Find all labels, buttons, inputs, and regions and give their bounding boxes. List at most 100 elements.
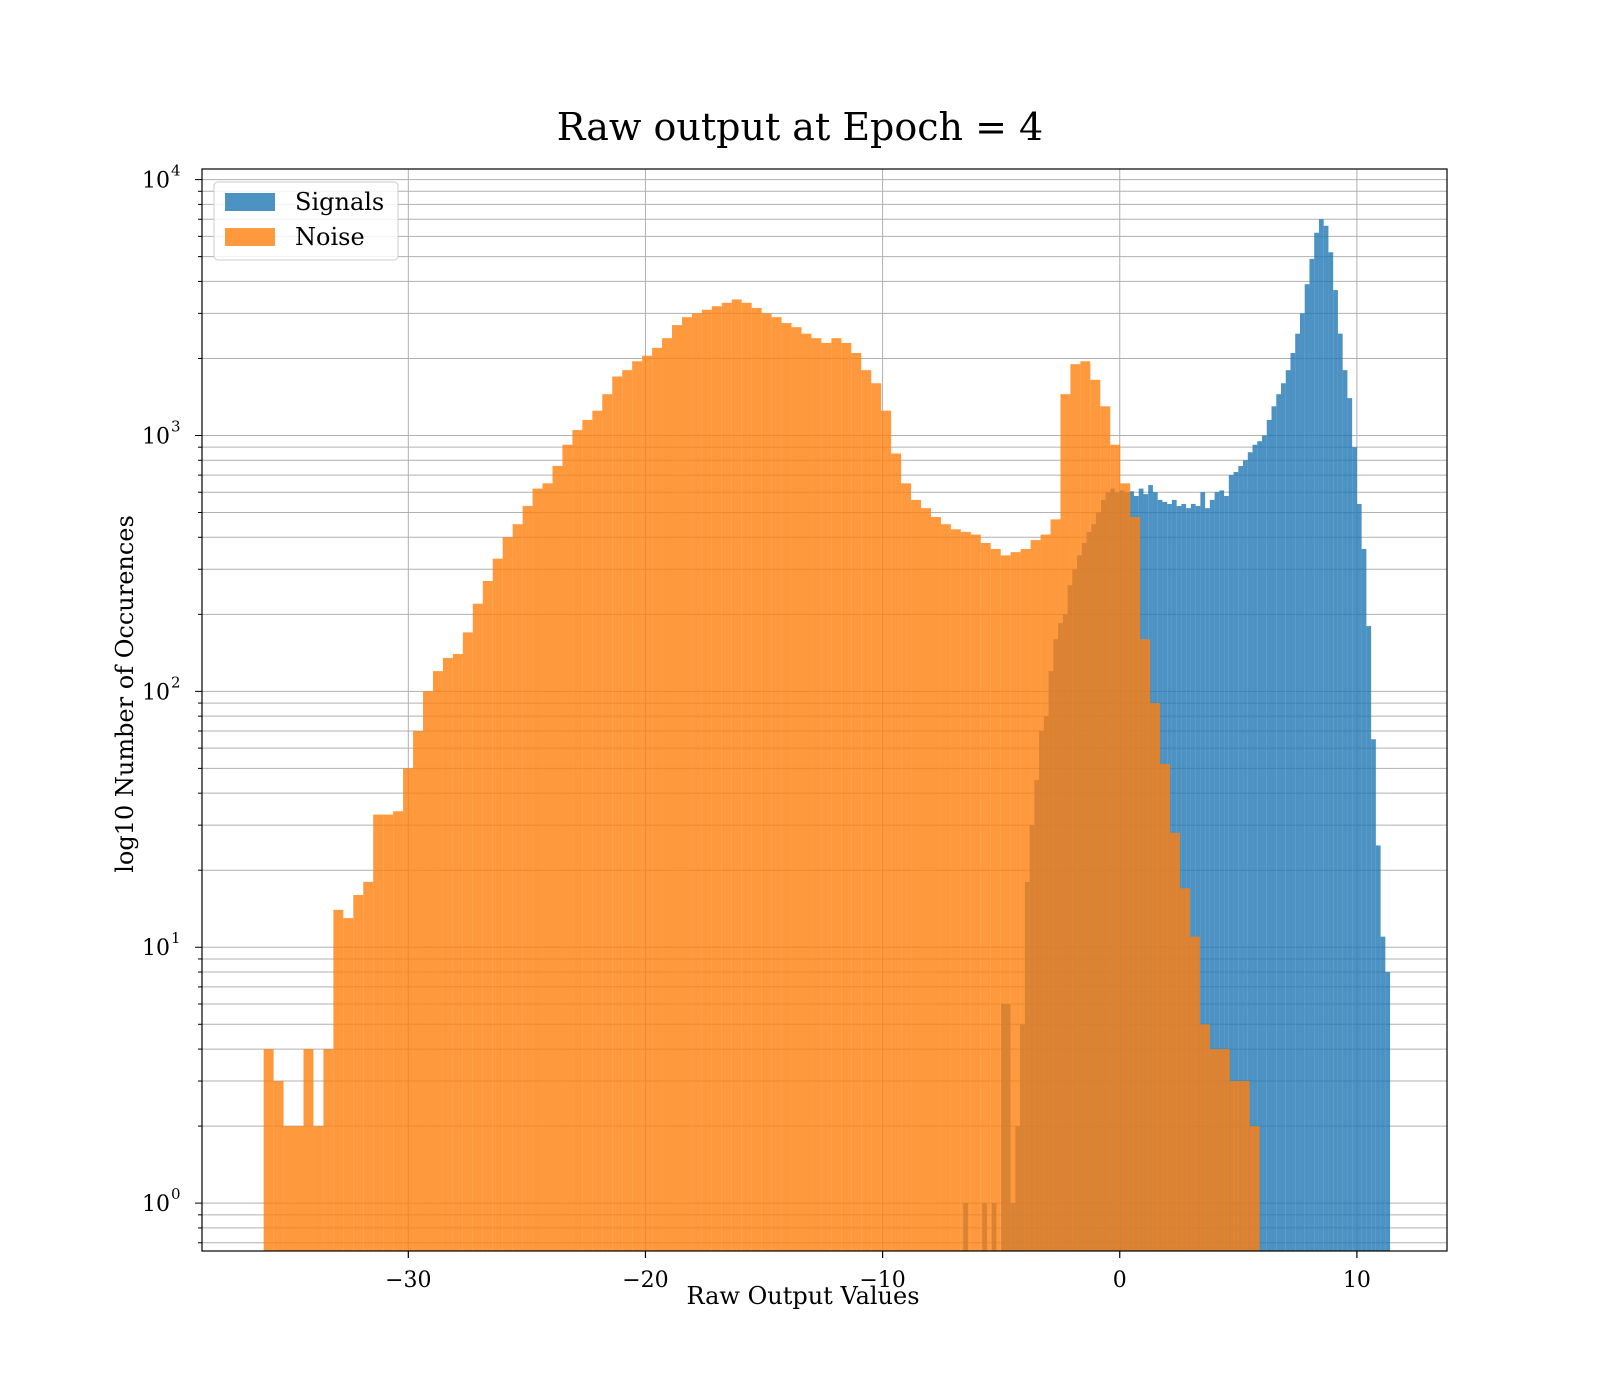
signals-bar (1380, 936, 1386, 1251)
noise-bar (1090, 379, 1101, 1251)
signals-bar (1371, 739, 1376, 1251)
x-tick-label: −20 (622, 1268, 668, 1293)
noise-bar (1219, 1049, 1230, 1251)
signals-bar (1285, 370, 1291, 1252)
noise-bar (761, 313, 772, 1251)
noise-bar (383, 814, 394, 1251)
noise-bar (1160, 764, 1171, 1251)
signals-bar (1186, 508, 1191, 1251)
y-tick-label: 10 (142, 424, 170, 449)
noise-bar (423, 691, 433, 1251)
noise-bar (1020, 549, 1031, 1251)
legend-swatch-noise (225, 228, 275, 246)
noise-bar (901, 483, 912, 1251)
noise-bar (303, 1049, 314, 1251)
noise-bar (751, 307, 762, 1251)
noise-bar (970, 534, 981, 1251)
y-tick-exponent: 0 (171, 1185, 181, 1203)
noise-bar (652, 347, 663, 1251)
signals-bar (1233, 471, 1239, 1251)
noise-bar (582, 419, 593, 1251)
noise-bar (323, 1049, 334, 1251)
noise-bar (871, 383, 882, 1252)
series-noise-bars (263, 299, 1260, 1252)
signals-bar (1224, 496, 1229, 1252)
noise-bar (263, 1049, 274, 1251)
noise-bar (522, 506, 533, 1251)
signals-bar (1228, 475, 1234, 1251)
noise-bar (672, 325, 682, 1251)
x-tick-label: −10 (859, 1268, 905, 1293)
noise-bar (891, 453, 902, 1251)
y-tick-exponent: 1 (171, 929, 181, 947)
y-tick-label: 10 (142, 680, 170, 705)
signals-bar (1247, 452, 1253, 1252)
y-tick-exponent: 2 (171, 673, 181, 691)
noise-bar (1150, 703, 1161, 1251)
noise-bar (562, 444, 573, 1251)
noise-bar (711, 306, 722, 1251)
x-tick-label: 0 (1113, 1268, 1127, 1293)
noise-bar (353, 895, 364, 1251)
signals-bar (1375, 845, 1381, 1251)
noise-bar (861, 370, 872, 1252)
noise-bar (1060, 394, 1071, 1251)
signals-bar (1243, 460, 1248, 1251)
signals-bar (1333, 290, 1338, 1251)
noise-bar (881, 410, 892, 1251)
noise-bar (1209, 1049, 1220, 1251)
signals-bar (1266, 419, 1272, 1251)
noise-bar (1179, 888, 1190, 1251)
signals-bar (1181, 503, 1187, 1252)
noise-bar (403, 768, 414, 1251)
noise-bar (831, 338, 842, 1251)
noise-bar (333, 909, 344, 1251)
noise-bar (1130, 517, 1141, 1251)
noise-bar (293, 1126, 304, 1251)
noise-bar (1249, 1126, 1260, 1251)
noise-bar (950, 529, 961, 1251)
noise-bar (1100, 406, 1111, 1251)
noise-bar (821, 342, 832, 1252)
noise-bar (1110, 444, 1121, 1251)
noise-bar (701, 309, 712, 1251)
noise-bar (512, 524, 523, 1251)
noise-bar (572, 430, 583, 1251)
noise-bar (1120, 483, 1131, 1251)
signals-bar (1281, 383, 1286, 1252)
y-tick-label: 10 (142, 1192, 170, 1217)
noise-bar (791, 327, 802, 1252)
noise-bar (1010, 552, 1021, 1251)
signals-bar (1366, 626, 1372, 1251)
noise-bar (1050, 519, 1061, 1251)
noise-bar (801, 333, 812, 1252)
noise-bar (552, 465, 563, 1251)
noise-bar (532, 488, 543, 1251)
noise-bar (283, 1126, 294, 1251)
legend-label-signals: Signals (295, 188, 384, 216)
noise-bar (273, 1081, 284, 1251)
signals-bar (1205, 508, 1210, 1251)
noise-bar (343, 918, 354, 1251)
signals-bar (1314, 232, 1319, 1252)
y-axis-label: log10 Number of Occurences (111, 515, 139, 873)
signals-bar (1257, 441, 1263, 1251)
signals-bar (1356, 503, 1362, 1252)
noise-bar (452, 653, 463, 1251)
signals-bar (1238, 465, 1244, 1251)
plot-frame (201, 168, 1448, 1252)
noise-bar (373, 814, 384, 1251)
legend-label-noise: Noise (295, 223, 365, 251)
noise-bar (393, 811, 404, 1251)
noise-bar (632, 361, 643, 1251)
noise-bar (681, 317, 692, 1251)
noise-bar (930, 517, 941, 1251)
noise-bar (960, 531, 971, 1251)
noise-bar (612, 376, 623, 1251)
noise-bar (313, 1126, 324, 1251)
noise-bar (642, 355, 653, 1251)
noise-bar (502, 537, 513, 1251)
noise-bar (602, 394, 613, 1251)
